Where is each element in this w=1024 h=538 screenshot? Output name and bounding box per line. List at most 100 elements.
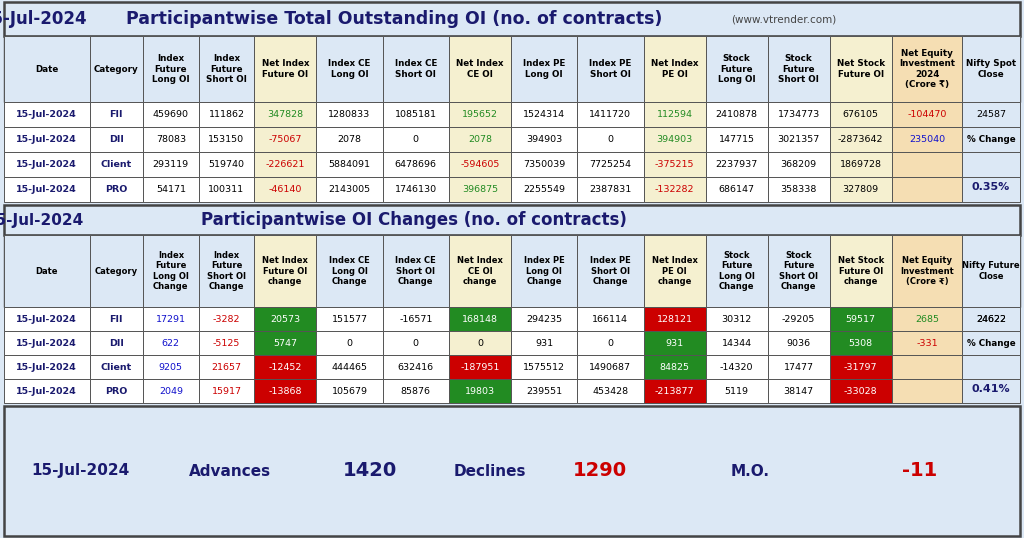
Text: 5747: 5747: [273, 338, 297, 348]
Bar: [892, 152, 963, 177]
Bar: [89, 235, 143, 307]
Text: Stock
Future
Long OI
Change: Stock Future Long OI Change: [719, 251, 755, 291]
Bar: [511, 331, 578, 355]
Text: 2685: 2685: [915, 315, 939, 323]
Text: 24587: 24587: [976, 110, 1007, 119]
Text: 676105: 676105: [843, 110, 879, 119]
Text: 2255549: 2255549: [523, 185, 565, 194]
Text: 7725254: 7725254: [590, 160, 632, 169]
Bar: [254, 355, 316, 379]
Bar: [578, 379, 643, 403]
Bar: [254, 331, 316, 355]
Bar: [768, 152, 829, 177]
Text: Index CE
Long OI: Index CE Long OI: [329, 59, 371, 79]
Bar: [143, 235, 199, 307]
Bar: [383, 36, 449, 102]
Bar: [4, 2, 1020, 36]
Bar: [511, 102, 578, 127]
Bar: [706, 379, 768, 403]
Text: Nifty Future
Close: Nifty Future Close: [963, 261, 1020, 281]
Bar: [829, 127, 892, 152]
Text: 1280833: 1280833: [329, 110, 371, 119]
Text: 9036: 9036: [786, 338, 811, 348]
Text: 17477: 17477: [783, 363, 814, 372]
Text: 15917: 15917: [211, 386, 242, 395]
Text: -33028: -33028: [844, 386, 878, 395]
Bar: [643, 355, 706, 379]
Bar: [643, 152, 706, 177]
Text: 931: 931: [535, 338, 553, 348]
Bar: [578, 235, 643, 307]
Text: Net Stock
Future OI
change: Net Stock Future OI change: [838, 256, 884, 286]
Bar: [89, 307, 143, 331]
Bar: [768, 102, 829, 127]
Bar: [316, 152, 383, 177]
Bar: [89, 127, 143, 152]
Text: 168148: 168148: [462, 315, 498, 323]
Bar: [578, 307, 643, 331]
Bar: [892, 331, 963, 355]
Text: 394903: 394903: [526, 135, 562, 144]
Bar: [449, 152, 511, 177]
Bar: [316, 379, 383, 403]
Text: Index PE
Long OI: Index PE Long OI: [523, 59, 565, 79]
Bar: [4, 406, 1020, 536]
Bar: [383, 331, 449, 355]
Text: Client: Client: [100, 160, 132, 169]
Bar: [316, 307, 383, 331]
Text: Client: Client: [100, 363, 132, 372]
Text: 85876: 85876: [400, 386, 431, 395]
Bar: [829, 235, 892, 307]
Text: Stock
Future
Long OI: Stock Future Long OI: [718, 54, 756, 84]
Bar: [511, 36, 578, 102]
Text: -11: -11: [902, 462, 938, 480]
Text: 5308: 5308: [849, 338, 872, 348]
Bar: [963, 235, 1020, 307]
Text: (www.vtrender.com): (www.vtrender.com): [731, 14, 837, 24]
Text: FII: FII: [110, 315, 123, 323]
Bar: [449, 379, 511, 403]
Text: 327809: 327809: [843, 185, 879, 194]
Text: 15-Jul-2024: 15-Jul-2024: [16, 338, 77, 348]
Bar: [706, 36, 768, 102]
Bar: [199, 307, 254, 331]
Bar: [199, 355, 254, 379]
Bar: [4, 177, 89, 202]
Bar: [254, 102, 316, 127]
Text: 153150: 153150: [209, 135, 245, 144]
Bar: [143, 379, 199, 403]
Text: Index
Future
Long OI: Index Future Long OI: [152, 54, 189, 84]
Bar: [316, 127, 383, 152]
Text: 2387831: 2387831: [589, 185, 632, 194]
Text: 15-Jul-2024: 15-Jul-2024: [16, 315, 77, 323]
Text: 444465: 444465: [332, 363, 368, 372]
Text: 1746130: 1746130: [394, 185, 437, 194]
Text: -104470: -104470: [907, 110, 946, 119]
Text: Participantwise Total Outstanding OI (no. of contracts): Participantwise Total Outstanding OI (no…: [126, 10, 663, 28]
Bar: [706, 127, 768, 152]
Bar: [643, 102, 706, 127]
Bar: [829, 355, 892, 379]
Bar: [768, 177, 829, 202]
Bar: [143, 127, 199, 152]
Text: 14344: 14344: [722, 338, 752, 348]
Bar: [4, 307, 89, 331]
Bar: [706, 177, 768, 202]
Text: Category: Category: [94, 65, 138, 74]
Text: 0: 0: [346, 338, 352, 348]
Bar: [511, 152, 578, 177]
Bar: [706, 307, 768, 331]
Text: 15-Jul-2024: 15-Jul-2024: [0, 213, 83, 228]
Bar: [706, 355, 768, 379]
Bar: [892, 235, 963, 307]
Text: 100311: 100311: [209, 185, 245, 194]
Text: 0: 0: [413, 135, 419, 144]
Text: 622: 622: [162, 338, 180, 348]
Bar: [89, 355, 143, 379]
Bar: [829, 152, 892, 177]
Bar: [706, 235, 768, 307]
Text: Index PE
Short OI: Index PE Short OI: [589, 59, 632, 79]
Bar: [316, 177, 383, 202]
Bar: [829, 331, 892, 355]
Bar: [89, 177, 143, 202]
